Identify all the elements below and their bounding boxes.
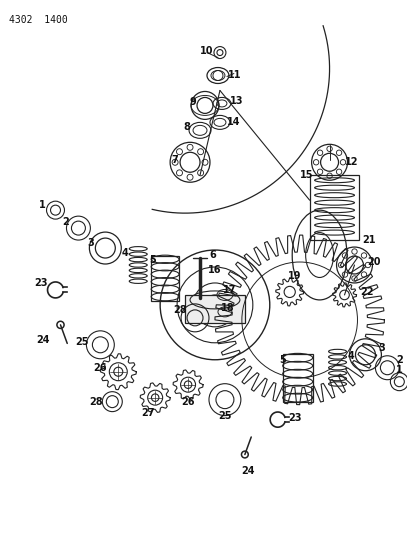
Text: 2: 2 xyxy=(62,217,69,227)
Text: 7: 7 xyxy=(172,155,178,165)
Text: 24: 24 xyxy=(36,335,49,345)
Text: 1: 1 xyxy=(396,365,403,375)
Text: 5: 5 xyxy=(149,255,155,265)
Text: 15: 15 xyxy=(300,170,313,180)
Text: 10: 10 xyxy=(200,45,214,55)
Text: 20: 20 xyxy=(368,257,381,267)
Text: 25: 25 xyxy=(75,337,89,347)
Text: 5: 5 xyxy=(279,355,286,365)
Text: 3: 3 xyxy=(87,238,94,248)
Bar xyxy=(151,256,179,301)
Text: 16: 16 xyxy=(208,265,222,275)
Text: 2: 2 xyxy=(396,355,403,365)
Text: 1: 1 xyxy=(39,200,46,210)
Text: 18: 18 xyxy=(221,303,235,313)
Bar xyxy=(185,295,245,323)
Text: 28: 28 xyxy=(89,397,103,407)
Text: 9: 9 xyxy=(190,98,196,108)
Text: 28: 28 xyxy=(173,305,187,315)
Text: 24: 24 xyxy=(241,466,255,477)
Text: 4: 4 xyxy=(122,248,129,258)
Text: 26: 26 xyxy=(181,397,195,407)
Text: 19: 19 xyxy=(288,271,302,281)
Text: 14: 14 xyxy=(227,117,241,127)
Text: 8: 8 xyxy=(184,123,191,132)
Text: 22: 22 xyxy=(361,287,374,297)
Text: 6: 6 xyxy=(210,250,216,260)
Text: 12: 12 xyxy=(345,157,358,167)
Bar xyxy=(310,175,359,240)
Text: 13: 13 xyxy=(230,96,244,107)
Text: 23: 23 xyxy=(34,278,47,288)
Text: 4: 4 xyxy=(348,351,355,361)
Text: 17: 17 xyxy=(223,285,237,295)
Text: 11: 11 xyxy=(228,69,242,79)
Text: 21: 21 xyxy=(363,235,376,245)
Text: 25: 25 xyxy=(218,410,232,421)
Text: 4302  1400: 4302 1400 xyxy=(9,15,67,25)
Text: 3: 3 xyxy=(378,343,385,353)
Text: 27: 27 xyxy=(142,408,155,418)
Text: 26: 26 xyxy=(93,363,107,373)
Bar xyxy=(283,354,313,402)
Text: 23: 23 xyxy=(288,413,302,423)
